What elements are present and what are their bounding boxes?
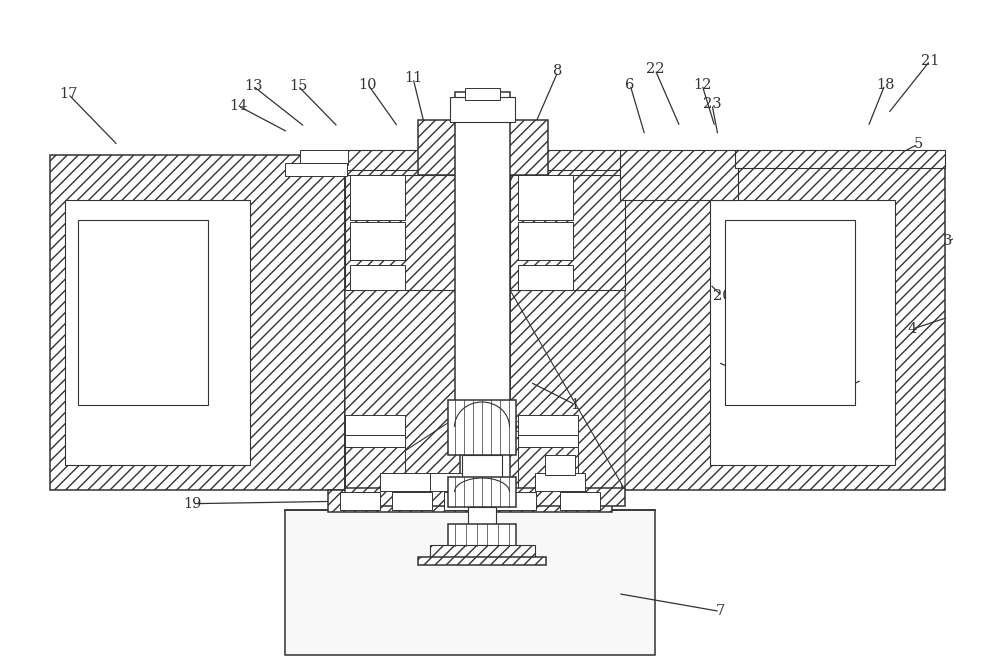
Bar: [345, 435, 405, 447]
Bar: [345, 488, 625, 506]
Bar: [345, 150, 625, 170]
Text: 4: 4: [907, 322, 917, 336]
Bar: [350, 222, 405, 260]
Text: 14: 14: [229, 98, 247, 113]
Bar: [518, 415, 578, 435]
Bar: [448, 477, 516, 507]
Bar: [50, 155, 345, 490]
Bar: [725, 220, 855, 405]
Text: 8: 8: [553, 64, 563, 79]
Bar: [345, 447, 405, 490]
Bar: [560, 492, 600, 510]
Text: 17: 17: [59, 87, 77, 101]
Text: 12: 12: [693, 77, 711, 92]
Bar: [285, 510, 655, 655]
Text: 23: 23: [703, 97, 721, 112]
Bar: [444, 492, 484, 510]
Text: 22: 22: [646, 62, 664, 77]
Text: 16: 16: [739, 368, 757, 383]
Bar: [735, 150, 945, 168]
Bar: [455, 92, 510, 402]
Bar: [518, 447, 578, 490]
Text: 10: 10: [359, 77, 377, 92]
Bar: [620, 155, 945, 490]
Text: 20: 20: [713, 289, 731, 303]
Text: 2: 2: [823, 388, 833, 403]
Bar: [380, 473, 430, 491]
Bar: [518, 222, 573, 260]
Polygon shape: [510, 290, 625, 490]
Bar: [430, 473, 480, 491]
Bar: [345, 415, 405, 435]
Bar: [350, 265, 405, 290]
Bar: [450, 97, 515, 122]
Text: 18: 18: [876, 77, 894, 92]
Bar: [465, 88, 500, 100]
Text: 7: 7: [715, 604, 725, 619]
Bar: [448, 400, 516, 455]
Bar: [710, 200, 895, 465]
Bar: [418, 120, 548, 175]
Bar: [518, 265, 573, 290]
Text: 11: 11: [404, 71, 422, 85]
Bar: [518, 175, 573, 220]
Text: 21: 21: [921, 54, 939, 68]
Bar: [350, 175, 405, 220]
Bar: [345, 155, 460, 490]
Bar: [392, 492, 432, 510]
Text: 19: 19: [183, 496, 201, 511]
Bar: [340, 492, 380, 510]
Text: 9: 9: [513, 421, 523, 436]
Bar: [78, 220, 208, 405]
Bar: [518, 435, 578, 447]
Text: 1: 1: [570, 397, 580, 412]
Bar: [448, 524, 516, 546]
Bar: [418, 557, 546, 565]
Text: 5: 5: [913, 137, 923, 151]
Bar: [496, 492, 536, 510]
Text: 13: 13: [244, 79, 262, 93]
Bar: [535, 473, 585, 491]
Bar: [285, 163, 347, 176]
Text: 3: 3: [943, 234, 953, 249]
Bar: [620, 150, 738, 200]
Bar: [462, 455, 502, 477]
Bar: [300, 150, 348, 165]
Bar: [328, 490, 612, 512]
Bar: [65, 200, 250, 465]
Bar: [510, 155, 622, 490]
Bar: [430, 545, 535, 557]
Bar: [545, 455, 575, 475]
Polygon shape: [345, 290, 460, 490]
Bar: [468, 507, 496, 525]
Text: 6: 6: [625, 77, 635, 92]
Text: 15: 15: [289, 79, 307, 93]
Polygon shape: [345, 175, 460, 290]
Polygon shape: [510, 175, 625, 290]
